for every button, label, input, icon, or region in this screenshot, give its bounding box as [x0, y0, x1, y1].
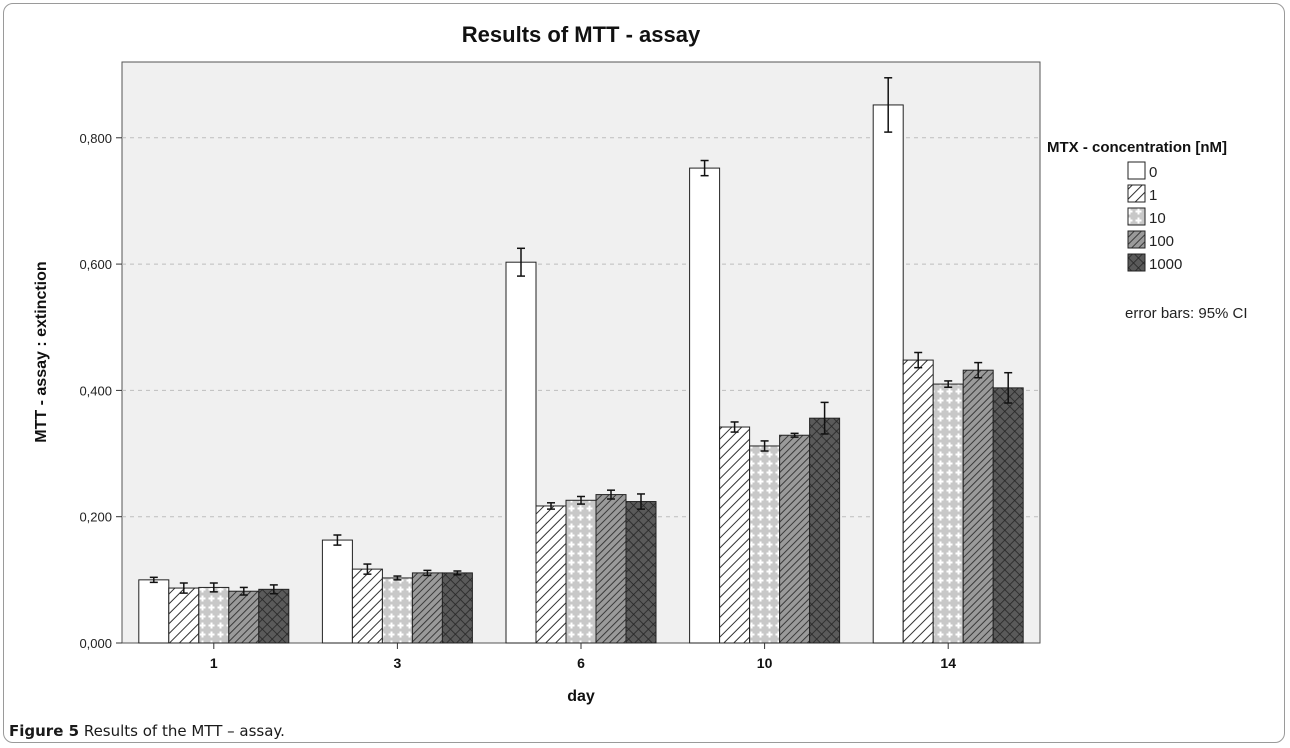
- bar-day14-conc1000: [992, 387, 1024, 644]
- legend-swatch-100: [1127, 230, 1146, 249]
- y-tick-label: 0,800: [79, 131, 112, 146]
- legend-swatch-1000: [1127, 253, 1146, 272]
- bar-day3-conc1000: [441, 572, 473, 644]
- x-axis-label: day: [567, 688, 595, 705]
- caption-label: Figure 5: [9, 722, 80, 740]
- caption-text: Results of the MTT – assay.: [79, 722, 285, 740]
- bar-day14-conc100: [962, 369, 994, 644]
- y-axis-label: MTT - assay : extinction: [33, 261, 50, 442]
- error-bar-note: error bars: 95% CI: [1125, 305, 1248, 322]
- bar-day1-conc1: [168, 587, 200, 644]
- legend-swatch-0: [1127, 161, 1146, 180]
- x-axis: 1 3 6 10 14: [210, 643, 956, 671]
- bar-day6-conc1000: [625, 501, 657, 644]
- figure-caption: Figure 5 Results of the MTT – assay.: [9, 722, 285, 740]
- bar-day1-conc100: [228, 590, 260, 644]
- bar-day6-conc0: [505, 261, 537, 644]
- bar-day3-conc1: [351, 568, 383, 644]
- legend-swatch-10: [1127, 207, 1146, 226]
- bar-day3-conc10: [381, 577, 413, 644]
- legend-label-100: 100: [1149, 233, 1174, 250]
- bar-day3-conc100: [411, 572, 443, 644]
- chart-title: Results of MTT - assay: [462, 22, 701, 47]
- x-tick-label: 1: [210, 655, 218, 671]
- y-tick-label: 0,600: [79, 257, 112, 272]
- bars: [138, 77, 1024, 644]
- x-tick-label: 14: [940, 655, 956, 671]
- bar-day1-conc0: [138, 579, 170, 644]
- bar-day1-conc1000: [258, 588, 290, 644]
- y-axis: 0,000 0,200 0,400 0,600 0,800: [79, 131, 122, 651]
- x-tick-label: 10: [757, 655, 773, 671]
- bar-day10-conc0: [689, 167, 721, 644]
- bar-day3-conc0: [321, 539, 353, 644]
- legend-title: MTX - concentration [nM]: [1047, 139, 1227, 156]
- x-tick-label: 6: [577, 655, 585, 671]
- bar-day10-conc100: [779, 434, 811, 644]
- bar-day14-conc10: [932, 383, 964, 644]
- bar-day10-conc1000: [809, 417, 841, 644]
- bar-day1-conc10: [198, 586, 230, 644]
- legend-label-10: 10: [1149, 210, 1166, 227]
- legend-label-1000: 1000: [1149, 256, 1182, 273]
- bar-day14-conc0: [872, 104, 904, 644]
- y-tick-label: 0,000: [79, 636, 112, 651]
- y-tick-label: 0,200: [79, 510, 112, 525]
- bar-day10-conc1: [719, 426, 751, 644]
- legend-label-1: 1: [1149, 187, 1157, 204]
- legend: MTX - concentration [nM] 0 1 10 100 1000: [1047, 139, 1227, 273]
- bar-day6-conc1: [535, 505, 567, 644]
- bar-day6-conc100: [595, 494, 627, 644]
- bar-day14-conc1: [902, 359, 934, 644]
- y-tick-label: 0,400: [79, 383, 112, 398]
- x-tick-label: 3: [394, 655, 402, 671]
- legend-swatch-1: [1127, 184, 1146, 203]
- legend-label-0: 0: [1149, 164, 1157, 181]
- bar-day6-conc10: [565, 499, 597, 644]
- bar-day10-conc10: [749, 445, 781, 644]
